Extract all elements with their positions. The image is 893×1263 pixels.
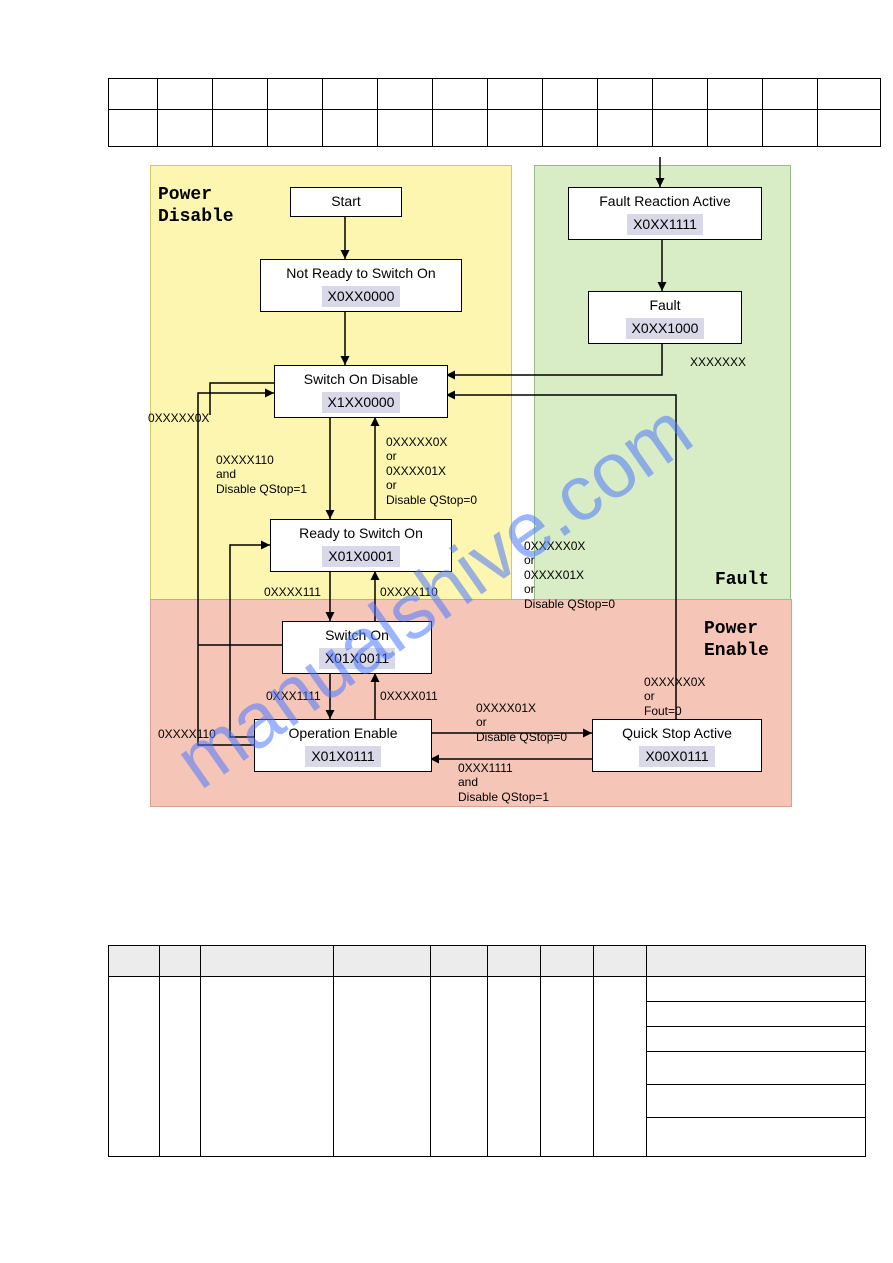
table-row [109, 977, 866, 1002]
edge-label: 0XXXX110 [380, 585, 438, 599]
edge-label: 0XXXXX0Xor0XXXX01XorDisable QStop=0 [386, 435, 477, 507]
bottom-table [108, 945, 866, 1157]
state-label: Quick Stop Active [599, 724, 755, 744]
edge-label: 0XXX1111 [266, 689, 321, 703]
state-label: Ready to Switch On [277, 524, 445, 544]
state-code: X01X0111 [305, 746, 380, 768]
state-not-ready: Not Ready to Switch On X0XX0000 [260, 259, 462, 312]
state-code: X00X0111 [639, 746, 714, 768]
state-sod: Switch On Disable X1XX0000 [274, 365, 448, 418]
state-fault-react: Fault Reaction Active X0XX1111 [568, 187, 762, 240]
state-code: X0XX0000 [322, 286, 401, 308]
state-label: Not Ready to Switch On [267, 264, 455, 284]
state-qstop: Quick Stop Active X00X0111 [592, 719, 762, 772]
state-start: Start [290, 187, 402, 217]
state-code: X1XX0000 [322, 392, 401, 414]
state-switch-on: Switch On X01X0011 [282, 621, 432, 674]
edge-label: 0XXXX110andDisable QStop=1 [216, 453, 307, 496]
state-code: X0XX1000 [626, 318, 705, 340]
edge-label: 0XXXXX0X [148, 411, 209, 425]
state-code: X01X0011 [319, 648, 395, 670]
edge-label: 0XXXX111 [264, 585, 321, 599]
state-label: Fault [595, 296, 735, 316]
state-label: Start [297, 192, 395, 212]
state-label: Switch On Disable [281, 370, 441, 390]
state-label: Switch On [289, 626, 425, 646]
state-op-enable: Operation Enable X01X0111 [254, 719, 432, 772]
edge-label: 0XXXX011 [380, 689, 438, 703]
edge-label: 0XXXXX0XorFout=0 [644, 675, 705, 718]
state-fault: Fault X0XX1000 [588, 291, 742, 344]
state-diagram: PowerDisable Fault PowerEnable [150, 165, 790, 805]
state-label: Operation Enable [261, 724, 425, 744]
edge-label: 0XXXX110 [158, 727, 216, 741]
state-code: X01X0001 [322, 546, 399, 568]
state-rtso: Ready to Switch On X01X0001 [270, 519, 452, 572]
edge-label: XXXXXXX [690, 355, 746, 369]
state-label: Fault Reaction Active [575, 192, 755, 212]
edge-label: 0XXXXX0Xor0XXXX01XorDisable QStop=0 [524, 539, 615, 611]
edge-label: 0XXX1111andDisable QStop=1 [458, 761, 549, 804]
top-table [108, 78, 881, 147]
table-row [109, 110, 881, 147]
table-row [109, 79, 881, 110]
state-code: X0XX1111 [627, 214, 703, 236]
table-header-row [109, 946, 866, 977]
edge-label: 0XXXX01XorDisable QStop=0 [476, 701, 567, 744]
